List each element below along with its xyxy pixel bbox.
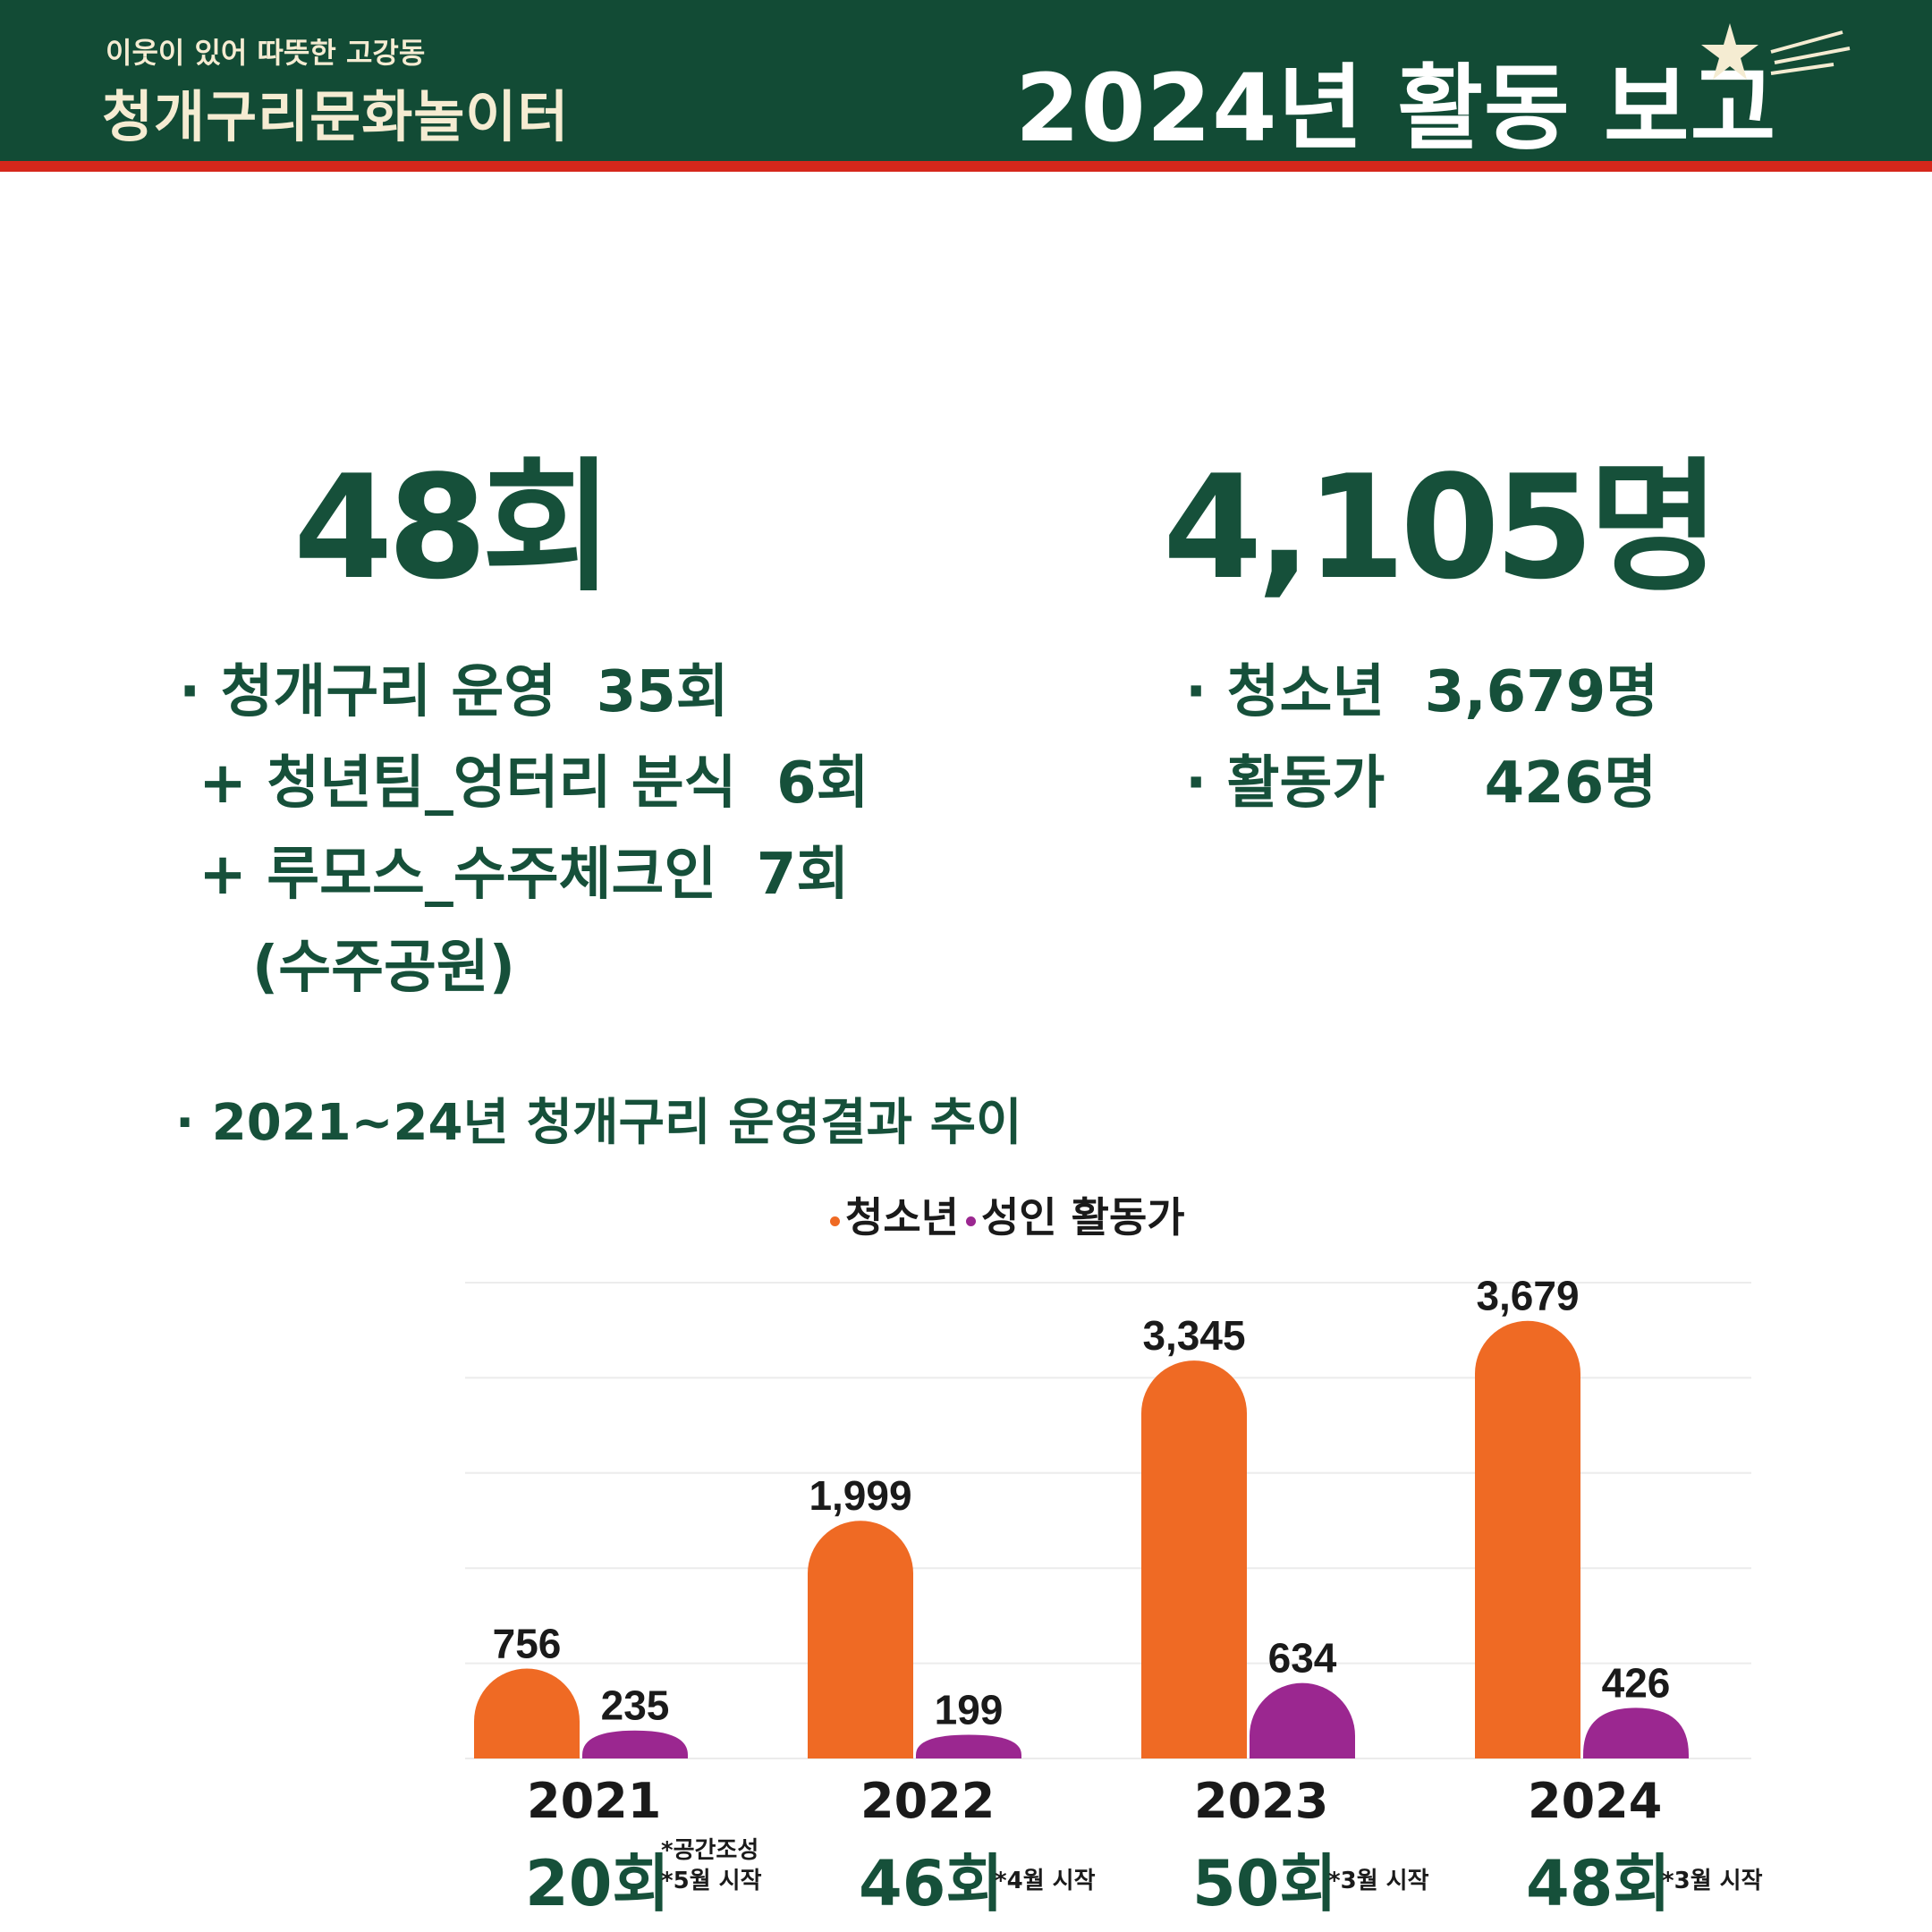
session-note: *4월 시작 (995, 1868, 1096, 1894)
legend-label-adult: 성인 활동가 (980, 1193, 1185, 1241)
x-tick-label: 2021 (527, 1773, 662, 1829)
session-note: *공간조성 *5월 시작 (661, 1837, 762, 1894)
data-label: 3,679 (1476, 1273, 1579, 1319)
shooting-star-icon (1701, 23, 1851, 80)
sessions-detail-line: + 청년팀_엉터리 분식 6회 (179, 750, 869, 817)
session-note: *3월 시작 (1328, 1868, 1429, 1894)
legend-label-youth: 청소년 (845, 1193, 959, 1241)
participants-detail-line: · 활동가 426명 (1185, 750, 1657, 817)
brand-subtitle: 이웃이 있어 따뜻한 고강동 (106, 36, 426, 70)
sessions-detail-line: + 루모스_수주체크인 7회 (179, 842, 850, 908)
bar-youth (1475, 1320, 1580, 1758)
session-count: 50회 (1192, 1847, 1337, 1920)
session-count: 48회 (1526, 1847, 1671, 1920)
data-label: 756 (493, 1620, 562, 1666)
sessions-detail-line: (수주공원) (252, 935, 516, 1001)
page-title: 2024년 활동 보고 (1015, 54, 1777, 163)
legend-swatch-adult (965, 1216, 976, 1226)
header-divider (0, 161, 1932, 172)
bar-youth (1141, 1360, 1247, 1758)
sessions-total: 48회 (293, 444, 614, 611)
data-label: 199 (935, 1687, 1004, 1733)
chart-title: · 2021~24년 청개구리 운영결과 추이 (175, 1094, 1022, 1152)
data-label: 634 (1268, 1635, 1337, 1682)
session-count: 20회 (525, 1847, 670, 1920)
header-bar (0, 0, 1932, 161)
data-label: 1,999 (809, 1472, 911, 1519)
x-tick-label: 2023 (1194, 1773, 1329, 1829)
bar-youth (808, 1521, 913, 1758)
x-tick-label: 2024 (1528, 1773, 1663, 1829)
bar-adult (582, 1730, 688, 1758)
bar-youth (474, 1668, 580, 1758)
bar-adult (1250, 1682, 1355, 1758)
session-note: *3월 시작 (1662, 1868, 1763, 1894)
data-label: 426 (1602, 1659, 1671, 1706)
x-tick-label: 2022 (860, 1773, 996, 1829)
session-count: 46회 (859, 1847, 1004, 1920)
bar-adult (1583, 1707, 1689, 1758)
data-label: 3,345 (1142, 1312, 1245, 1359)
data-label: 235 (601, 1682, 670, 1729)
brand-logo-text: 청개구리문화놀이터 (102, 84, 570, 149)
sessions-detail-line: · 청개구리 운영 35회 (179, 659, 729, 725)
legend-swatch-youth (830, 1216, 840, 1226)
participants-total: 4,105명 (1163, 444, 1720, 611)
participants-detail-line: · 청소년 3,679명 (1185, 659, 1659, 725)
chart-legend: 청소년 성인 활동가 (830, 1185, 1192, 1244)
bar-adult (916, 1734, 1021, 1758)
